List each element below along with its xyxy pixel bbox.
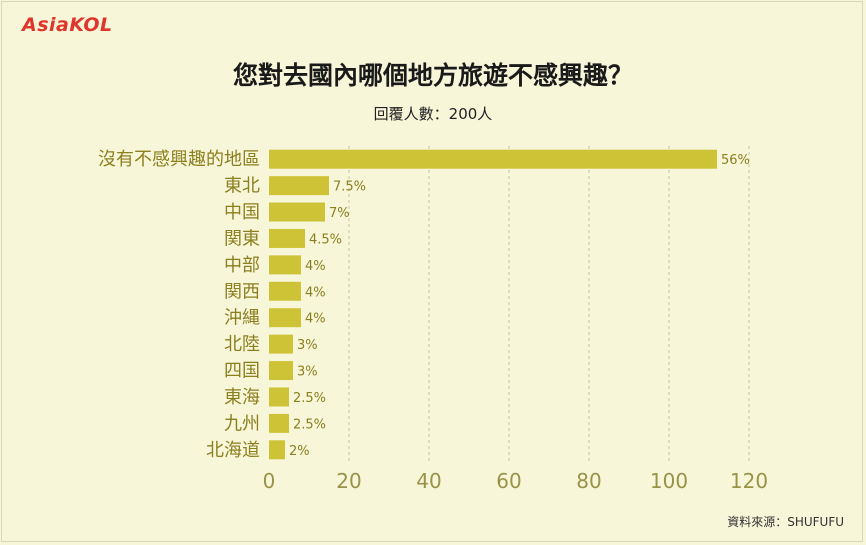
- grid-layer: [348, 146, 750, 463]
- category-label: 中部: [224, 255, 260, 276]
- data-label: 4%: [305, 312, 326, 327]
- data-label: 56%: [721, 153, 750, 168]
- x-tick-label: 40: [416, 469, 441, 493]
- data-label: 2.5%: [293, 391, 326, 406]
- category-label: 沒有不感興趣的地區: [98, 149, 260, 170]
- category-label: 東海: [224, 387, 260, 408]
- x-tick-label: 60: [496, 469, 521, 493]
- chart-title: 您對去國內哪個地方旅遊不感興趣？: [232, 61, 633, 90]
- x-tick-label: 120: [730, 469, 768, 493]
- data-label: 4.5%: [309, 232, 342, 247]
- x-tick-label: 0: [263, 469, 276, 493]
- bar: [269, 308, 301, 328]
- data-label: 7%: [329, 206, 350, 221]
- data-label: 4%: [305, 259, 326, 274]
- category-label: 沖縄: [224, 308, 260, 329]
- category-label: 北陸: [224, 334, 260, 355]
- data-label: 2%: [289, 444, 310, 459]
- x-tick-label: 80: [576, 469, 601, 493]
- data-label: 3%: [297, 338, 318, 353]
- bar: [269, 228, 305, 248]
- bar: [269, 255, 301, 275]
- data-label: 7.5%: [333, 180, 366, 195]
- bar: [269, 202, 325, 222]
- category-label: 中国: [224, 202, 260, 223]
- category-label: 東北: [224, 176, 260, 197]
- bar-layer: [269, 149, 717, 460]
- bar: [269, 149, 717, 169]
- category-label: 関西: [224, 281, 260, 302]
- bar: [269, 361, 293, 381]
- x-tick-label: 20: [336, 469, 361, 493]
- bar: [269, 413, 289, 433]
- category-label: 北海道: [206, 440, 260, 461]
- bar: [269, 334, 293, 354]
- category-label: 四国: [224, 361, 260, 382]
- x-tick-label: 100: [650, 469, 688, 493]
- tick-layer: 0 20 40 60 80 100 120: [263, 469, 768, 493]
- bar: [269, 387, 289, 407]
- label-layer: 沒有不感興趣的地區 56% 東北 7.5% 中国 7% 関東 4.5% 中部 4% 関西 4% 沖縄 4%…: [98, 149, 750, 461]
- category-label: 九州: [224, 413, 260, 434]
- chart-subtitle: 回覆人數：200人: [373, 105, 493, 123]
- data-label: 2.5%: [293, 417, 326, 432]
- data-source: 資料來源：SHUFUFU: [727, 515, 844, 529]
- bar: [269, 440, 285, 460]
- bar: [269, 281, 301, 301]
- data-label: 4%: [305, 285, 326, 300]
- data-label: 3%: [297, 365, 318, 380]
- bar: [269, 176, 329, 196]
- asiakol-logo: AsiaKOL: [22, 14, 113, 36]
- category-label: 関東: [224, 228, 260, 249]
